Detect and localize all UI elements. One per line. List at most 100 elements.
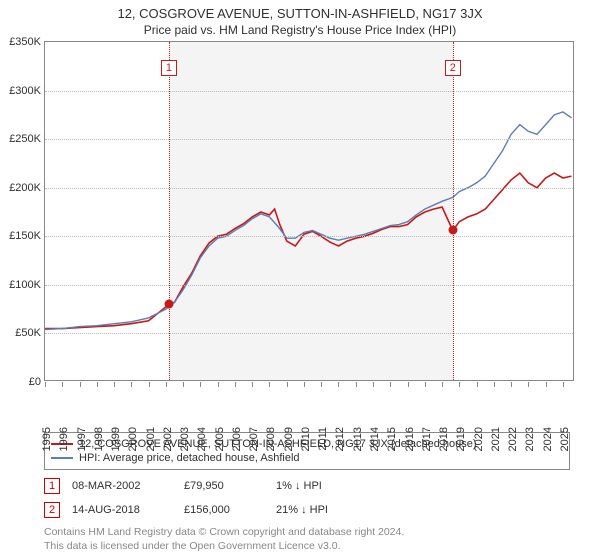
y-axis-label: £200K xyxy=(9,182,45,194)
x-tick xyxy=(235,382,236,387)
x-tick xyxy=(356,382,357,387)
event-price: £156,000 xyxy=(184,504,264,516)
y-axis-label: £0 xyxy=(29,376,45,388)
x-tick xyxy=(528,382,529,387)
sale-flag: 1 xyxy=(161,60,177,76)
x-tick xyxy=(373,382,374,387)
x-tick xyxy=(511,382,512,387)
x-axis-label: 2005 xyxy=(210,427,226,451)
x-tick xyxy=(563,382,564,387)
x-tick xyxy=(114,382,115,387)
x-axis-label: 2025 xyxy=(555,427,571,451)
x-axis-label: 2015 xyxy=(382,427,398,451)
x-axis-label: 2006 xyxy=(227,427,243,451)
x-tick xyxy=(408,382,409,387)
x-tick xyxy=(304,382,305,387)
x-tick xyxy=(97,382,98,387)
y-axis-label: £150K xyxy=(9,230,45,242)
gridline xyxy=(45,139,573,140)
event-row: 2 14-AUG-2018 £156,000 21% ↓ HPI xyxy=(44,498,570,522)
y-axis-label: £350K xyxy=(9,36,45,48)
legend-swatch-hpi xyxy=(51,457,73,459)
x-axis-label: 2023 xyxy=(520,427,536,451)
event-price: £79,950 xyxy=(184,480,264,492)
footer-line: This data is licensed under the Open Gov… xyxy=(44,540,570,554)
x-tick xyxy=(287,382,288,387)
x-axis-label: 1997 xyxy=(72,427,88,451)
x-tick xyxy=(62,382,63,387)
event-diff: 1% ↓ HPI xyxy=(276,480,396,492)
x-axis-label: 2002 xyxy=(158,427,174,451)
x-axis-label: 2001 xyxy=(141,427,157,451)
x-axis-label: 1996 xyxy=(54,427,70,451)
event-diff: 21% ↓ HPI xyxy=(276,504,396,516)
y-axis-label: £300K xyxy=(9,85,45,97)
x-tick xyxy=(321,382,322,387)
footer-line: Contains HM Land Registry data © Crown c… xyxy=(44,526,570,540)
x-axis-label: 2008 xyxy=(261,427,277,451)
x-tick xyxy=(459,382,460,387)
x-axis-label: 2024 xyxy=(538,427,554,451)
chart-subtitle: Price paid vs. HM Land Registry's House … xyxy=(0,21,600,41)
x-tick xyxy=(131,382,132,387)
event-date: 14-AUG-2018 xyxy=(72,504,172,516)
x-tick xyxy=(183,382,184,387)
x-axis-label: 2019 xyxy=(451,427,467,451)
y-axis-label: £100K xyxy=(9,279,45,291)
y-axis-label: £250K xyxy=(9,133,45,145)
y-axis-label: £50K xyxy=(15,327,45,339)
x-tick xyxy=(338,382,339,387)
chart-area: £0£50K£100K£150K£200K£250K£300K£350K1995… xyxy=(0,41,600,426)
sale-flag: 2 xyxy=(445,60,461,76)
x-axis-label: 2022 xyxy=(503,427,519,451)
x-axis-label: 2020 xyxy=(469,427,485,451)
x-axis-label: 2012 xyxy=(330,427,346,451)
x-axis-label: 2009 xyxy=(279,427,295,451)
sale-marker xyxy=(164,300,173,309)
footer-attribution: Contains HM Land Registry data © Crown c… xyxy=(44,526,570,553)
x-axis-label: 2014 xyxy=(365,427,381,451)
series-property xyxy=(45,173,572,329)
x-axis-label: 1999 xyxy=(106,427,122,451)
x-tick xyxy=(252,382,253,387)
x-axis-label: 1995 xyxy=(37,427,53,451)
gridline xyxy=(45,236,573,237)
legend-label-hpi: HPI: Average price, detached house, Ashf… xyxy=(79,452,300,464)
x-axis-label: 2013 xyxy=(348,427,364,451)
sale-marker xyxy=(448,226,457,235)
event-date: 08-MAR-2002 xyxy=(72,480,172,492)
x-axis-label: 2018 xyxy=(434,427,450,451)
event-flag-icon: 1 xyxy=(44,478,60,494)
line-series xyxy=(45,42,575,382)
x-tick xyxy=(166,382,167,387)
x-axis-label: 2021 xyxy=(486,427,502,451)
x-axis-label: 2010 xyxy=(296,427,312,451)
x-tick xyxy=(546,382,547,387)
x-tick xyxy=(425,382,426,387)
x-tick xyxy=(477,382,478,387)
x-axis-label: 2017 xyxy=(417,427,433,451)
x-tick xyxy=(269,382,270,387)
x-tick xyxy=(200,382,201,387)
sale-vline xyxy=(453,42,454,380)
x-tick xyxy=(442,382,443,387)
x-axis-label: 2007 xyxy=(244,427,260,451)
chart-title: 12, COSGROVE AVENUE, SUTTON-IN-ASHFIELD,… xyxy=(0,0,600,21)
legend-row-hpi: HPI: Average price, detached house, Ashf… xyxy=(51,451,563,465)
x-axis-label: 1998 xyxy=(89,427,105,451)
gridline xyxy=(45,285,573,286)
gridline xyxy=(45,333,573,334)
sale-vline xyxy=(169,42,170,380)
x-tick xyxy=(45,382,46,387)
x-tick xyxy=(494,382,495,387)
plot-area: £0£50K£100K£150K£200K£250K£300K£350K1995… xyxy=(44,41,574,381)
x-axis-label: 2004 xyxy=(192,427,208,451)
x-tick xyxy=(390,382,391,387)
x-tick xyxy=(218,382,219,387)
x-axis-label: 2000 xyxy=(123,427,139,451)
gridline xyxy=(45,188,573,189)
x-tick xyxy=(149,382,150,387)
x-axis-label: 2003 xyxy=(175,427,191,451)
event-row: 1 08-MAR-2002 £79,950 1% ↓ HPI xyxy=(44,474,570,498)
sale-events: 1 08-MAR-2002 £79,950 1% ↓ HPI 2 14-AUG-… xyxy=(44,474,570,522)
